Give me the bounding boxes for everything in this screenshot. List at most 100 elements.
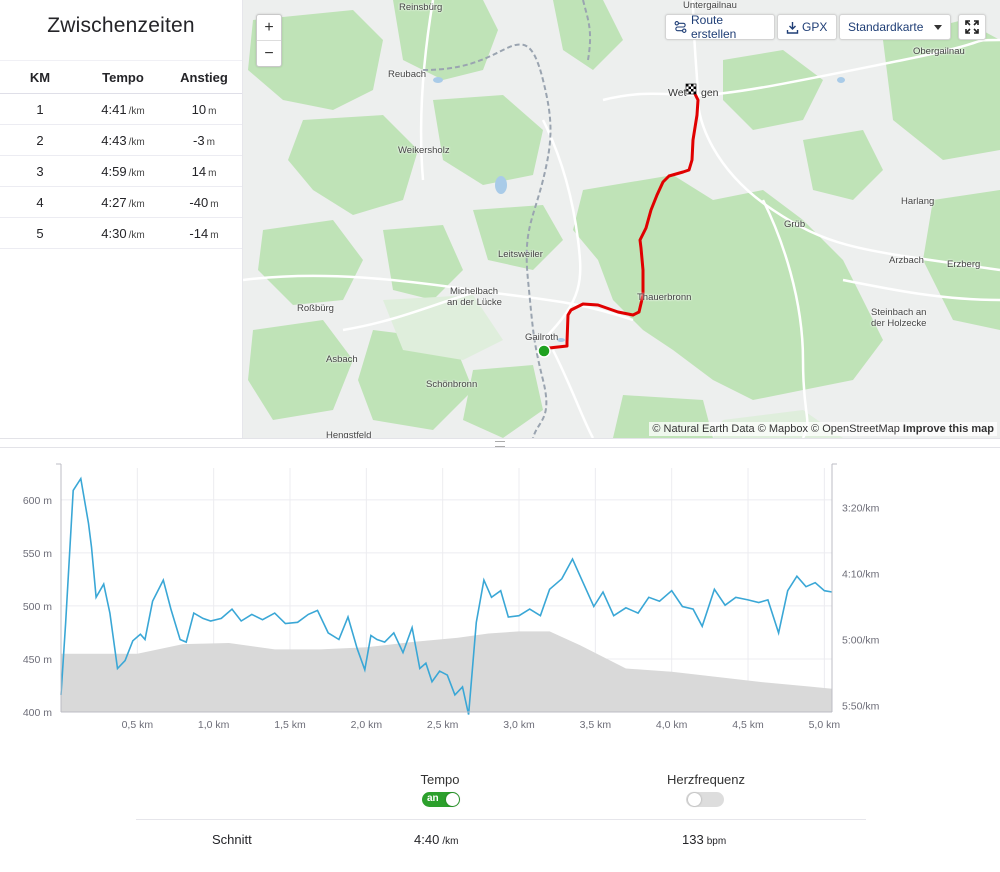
split-elev-unit: m bbox=[210, 229, 219, 241]
route-map[interactable]: Reinsbürg Untergailnau Obergailnau Reuba… bbox=[243, 0, 1000, 438]
split-pace-unit: /km bbox=[128, 136, 145, 148]
place-reubach: Reubach bbox=[388, 69, 427, 80]
average-hr: 133 bpm bbox=[682, 832, 726, 847]
place-harlang: Harlang bbox=[901, 196, 935, 207]
split-elev-value: -3 bbox=[193, 132, 205, 148]
gpx-button[interactable]: GPX bbox=[777, 14, 837, 40]
split-row: 1 4:41/km 10 m bbox=[0, 93, 242, 125]
pace-toggle[interactable]: an bbox=[422, 792, 460, 807]
zoom-out-button[interactable]: − bbox=[257, 40, 281, 66]
hr-toggle-knob bbox=[688, 793, 701, 806]
caret-down-icon bbox=[934, 24, 942, 30]
average-label: Schnitt bbox=[212, 832, 252, 847]
split-km: 1 bbox=[0, 93, 80, 125]
splits-title: Zwischenzeiten bbox=[47, 14, 195, 37]
y-right-tick-label: 5:50/km bbox=[842, 700, 880, 712]
split-elev: -14 m bbox=[166, 217, 242, 249]
split-elev: -40 m bbox=[166, 186, 242, 218]
split-pace: 4:43/km bbox=[80, 124, 166, 156]
average-pace-unit: /km bbox=[442, 836, 459, 847]
route-erstellen-button[interactable]: Route erstellen bbox=[665, 13, 775, 41]
place-asbach: Asbach bbox=[326, 354, 358, 365]
map-style-value: Standardkarte bbox=[848, 20, 924, 34]
pace-line bbox=[60, 476, 833, 715]
split-elev-value: -40 bbox=[189, 194, 209, 210]
place-weikersholz: Weikersholz bbox=[398, 145, 450, 156]
splits-header-row: KM Tempo Anstieg bbox=[0, 60, 242, 94]
zoom-in-button[interactable]: + bbox=[264, 19, 274, 36]
place-schoenbronn: Schönbronn bbox=[426, 379, 478, 390]
splits-panel: Zwischenzeiten KM Tempo Anstieg 1 4:41/km… bbox=[0, 0, 243, 438]
map-style-select[interactable]: Standardkarte bbox=[839, 14, 951, 40]
fullscreen-icon bbox=[965, 20, 979, 34]
split-pace-unit: /km bbox=[128, 229, 145, 241]
y-left-tick-label: 400 m bbox=[23, 707, 52, 719]
pace-elevation-chart[interactable]: 0,5 km 1,0 km 1,5 km 2,0 km 2,5 km 3,0 km 3,5 … bbox=[0, 450, 1000, 740]
average-pace: 4:40/km bbox=[414, 832, 458, 847]
average-row: Schnitt 4:40/km 133 bpm bbox=[136, 819, 866, 860]
pace-toggle-state: an bbox=[427, 793, 439, 804]
y-right-tick-label: 4:10/km bbox=[842, 569, 880, 581]
split-pace: 4:30/km bbox=[80, 217, 166, 249]
place-michelbach-2: an der Lücke bbox=[447, 297, 502, 308]
hr-toggle[interactable] bbox=[686, 792, 724, 807]
split-elev-unit: m bbox=[208, 167, 217, 179]
x-tick-label: 4,5 km bbox=[732, 719, 764, 731]
split-row: 5 4:30/km -14 m bbox=[0, 217, 242, 249]
x-tick-label: 1,5 km bbox=[274, 719, 306, 731]
place-erzberg: Erzberg bbox=[947, 259, 981, 270]
place-reinsbuerg: Reinsbürg bbox=[399, 2, 443, 13]
split-pace-unit: /km bbox=[128, 167, 145, 179]
split-pace-value: 4:41 bbox=[101, 101, 127, 117]
place-gailroth: Gailroth bbox=[525, 332, 559, 343]
split-elev-value: -14 bbox=[189, 225, 209, 241]
place-thauerbronn: Thauerbronn bbox=[637, 292, 692, 303]
split-pace-unit: /km bbox=[128, 198, 145, 210]
improve-map-link[interactable]: Improve this map bbox=[902, 423, 994, 435]
place-leitsweiler: Leitsweiler bbox=[498, 249, 543, 260]
split-elev: 14 m bbox=[166, 155, 242, 187]
average-hr-unit: bpm bbox=[706, 836, 727, 847]
split-elev-unit: m bbox=[206, 136, 215, 148]
split-pace-value: 4:27 bbox=[101, 194, 127, 210]
split-elev: -3 m bbox=[166, 124, 242, 156]
split-elev-value: 10 bbox=[191, 101, 207, 117]
split-pace-value: 4:30 bbox=[101, 225, 127, 241]
split-km: 4 bbox=[0, 186, 80, 218]
download-icon bbox=[786, 21, 799, 34]
place-obergailnau: Obergailnau bbox=[913, 46, 965, 57]
split-elev-unit: m bbox=[210, 198, 219, 210]
grip-handle-icon[interactable] bbox=[495, 441, 505, 447]
chart-axes: 0,5 km 1,0 km 1,5 km 2,0 km 2,5 km 3,0 km 3,5 … bbox=[23, 463, 880, 731]
average-pace-value: 4:40 bbox=[414, 832, 440, 847]
pace-toggle-label: Tempo bbox=[420, 772, 460, 787]
place-arzbach: Arzbach bbox=[889, 255, 924, 266]
place-steinbach-2: der Holzecke bbox=[871, 318, 927, 329]
fullscreen-button[interactable] bbox=[958, 14, 986, 40]
split-elev-value: 14 bbox=[191, 163, 207, 179]
y-right-tick-label: 5:00/km bbox=[842, 634, 880, 646]
split-row: 2 4:43/km -3 m bbox=[0, 124, 242, 156]
attribution-text[interactable]: © Natural Earth Data © Mapbox © OpenStre… bbox=[652, 423, 900, 435]
split-row: 4 4:27/km -40 m bbox=[0, 186, 242, 218]
place-untergailnau: Untergailnau bbox=[683, 0, 737, 11]
split-pace: 4:59/km bbox=[80, 155, 166, 187]
split-pace-value: 4:43 bbox=[101, 132, 127, 148]
x-tick-label: 5,0 km bbox=[809, 719, 841, 731]
map-attribution[interactable]: © Natural Earth Data © Mapbox © OpenStre… bbox=[649, 422, 997, 436]
place-rossbuerg: Roßbürg bbox=[297, 303, 334, 314]
x-tick-label: 3,5 km bbox=[580, 719, 612, 731]
col-pace: Tempo bbox=[80, 60, 166, 94]
split-km: 3 bbox=[0, 155, 80, 187]
y-left-tick-label: 550 m bbox=[23, 548, 52, 560]
gpx-label: GPX bbox=[802, 20, 828, 34]
split-pace: 4:41/km bbox=[80, 93, 166, 125]
place-hengstfeld: Hengstfeld bbox=[326, 430, 372, 438]
split-pace: 4:27/km bbox=[80, 186, 166, 218]
x-tick-label: 3,0 km bbox=[503, 719, 535, 731]
split-elev: 10 m bbox=[166, 93, 242, 125]
x-tick-label: 0,5 km bbox=[122, 719, 154, 731]
split-pace-value: 4:59 bbox=[101, 163, 127, 179]
split-km: 5 bbox=[0, 217, 80, 249]
resize-divider[interactable] bbox=[0, 438, 1000, 448]
